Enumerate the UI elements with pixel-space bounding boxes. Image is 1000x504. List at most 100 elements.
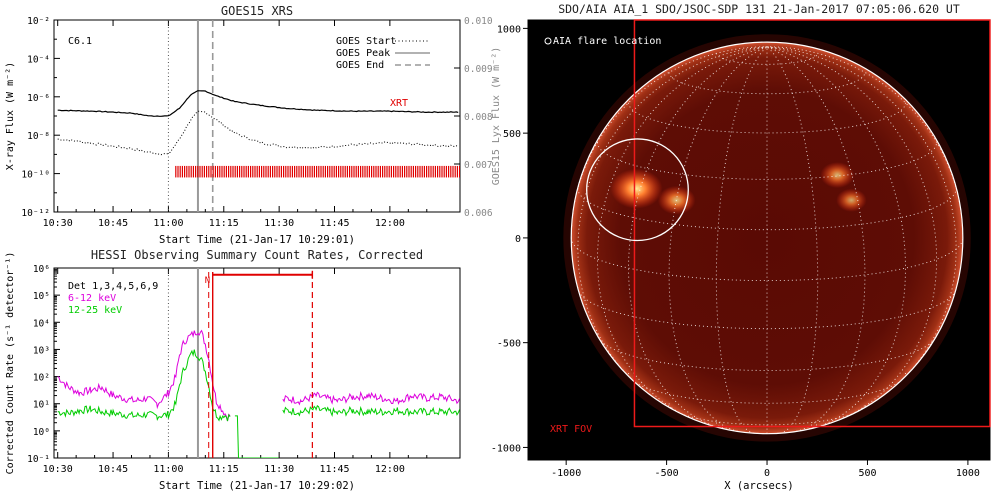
goes-x-tick-label: 11:00: [153, 218, 183, 229]
flare-location-legend-icon: [544, 37, 552, 45]
hessi-x-tick-label: 11:00: [153, 464, 183, 475]
hessi-y-tick-label: 10⁴: [33, 318, 50, 329]
active-region: [610, 168, 663, 209]
xrt-fov-box: [633, 19, 991, 428]
goes-y-tick-label: 10⁻⁸: [27, 131, 50, 142]
aia-x-tick-label: -500: [655, 468, 679, 479]
aia-y-tick-label: -1000: [491, 443, 521, 454]
hessi-x-tick-label: 10:45: [98, 464, 128, 475]
hessi-y-tick-label: 10⁻¹: [27, 454, 50, 465]
longitude-line: [571, 46, 768, 238]
goes-y2-axis: 0.010 0.009 0.008 0.007 0.006: [454, 16, 493, 219]
night-interval: [208, 270, 314, 458]
longitude-line: [577, 46, 768, 388]
aia-y-tick-label: -500: [497, 339, 521, 350]
goes-x-tick-label: 10:45: [98, 218, 128, 229]
hessi-y-tick-label: 10²: [33, 373, 50, 384]
hessi-x-tick-label: 11:15: [209, 464, 239, 475]
longitude-line: [766, 46, 906, 430]
goes-y2-tick-label: 0.008: [464, 112, 493, 123]
aia-y-tick-label: 500: [503, 129, 521, 140]
active-region: [820, 162, 855, 189]
goes-x-tick-label: 11:15: [209, 218, 239, 229]
hessi-x-tick-label: 11:30: [264, 464, 294, 475]
aia-y-axis: 1000 500 0 -500 -1000: [491, 24, 528, 454]
hessi-series: [57, 329, 460, 458]
goes-y-tick-label: 10⁻⁶: [27, 93, 50, 104]
aia-overlays: [586, 19, 991, 428]
aia-x-tick-label: 1000: [956, 468, 980, 479]
legend-12-25-kev: 12-25 keV: [68, 305, 122, 316]
hessi-y-tick-label: 10³: [33, 345, 50, 356]
aia-x-tick-label: 500: [858, 468, 876, 479]
hessi-y-tick-label: 10¹: [33, 400, 50, 411]
goes-event-lines: [167, 20, 214, 212]
legend-goes-peak: GOES Peak: [336, 48, 390, 59]
goes-plot-frame: [53, 19, 461, 213]
aia-flare-location-label: AIA flare location: [553, 36, 661, 47]
goes-y2-tick-label: 0.006: [464, 208, 493, 219]
xrt-fov-label: XRT FOV: [550, 424, 592, 435]
goes-x-tick-label: 11:30: [264, 218, 294, 229]
legend-goes-end: GOES End: [336, 60, 384, 71]
legend-detectors: Det 1,3,4,5,6,9: [68, 281, 158, 292]
goes-y2-tick-label: 0.007: [464, 160, 493, 171]
hessi-series-line-6-12kev: [57, 329, 460, 422]
aia-x-tick-label: 0: [764, 468, 770, 479]
goes-series: [57, 90, 459, 156]
goes-y2-axis-label: GOES15 Lyx Flux (W m⁻²): [491, 47, 502, 185]
aia-x-tick-label: -1000: [551, 468, 581, 479]
latitude-line: [596, 333, 938, 371]
flare-class-label: C6.1: [68, 36, 92, 47]
goes-series-line-long: [57, 90, 459, 117]
goes-xrs-panel: GOES15 XRS 10:30 10:45 11:00 11:15 11:30 11:4…: [5, 4, 502, 246]
hessi-x-axis-label: Start Time (21-Jan-17 10:29:02): [159, 480, 355, 492]
hessi-y-tick-label: 10⁶: [33, 264, 50, 275]
goes-x-axis: 10:30 10:45 11:00 11:15 11:30 11:45 12:00: [43, 20, 428, 229]
goes-y-tick-label: 10⁻¹²: [21, 208, 50, 219]
legend-6-12-kev: 6-12 keV: [68, 293, 116, 304]
goes-x-tick-label: 12:00: [375, 218, 405, 229]
hessi-legend: Det 1,3,4,5,6,9 6-12 keV 12-25 keV: [68, 281, 158, 316]
aia-image-panel: SDO/AIA AIA_1 SDO/JSOC-SDP 131 21-Jan-20…: [491, 2, 991, 492]
goes-x-tick-label: 10:30: [43, 218, 73, 229]
night-label: N: [205, 276, 210, 286]
goes-y-tick-label: 10⁻⁴: [27, 54, 50, 65]
heliographic-grid: [571, 46, 963, 434]
hessi-y-axis-label: Corrected Count Rate (s⁻¹ detector⁻¹): [5, 252, 16, 475]
aia-y-tick-label: 0: [515, 234, 521, 245]
goes-y-tick-label: 10⁻²: [27, 16, 50, 27]
legend-goes-start: GOES Start: [336, 36, 396, 47]
goes-series-line-short: [57, 110, 459, 156]
hessi-panel: HESSI Observing Summary Count Rates, Cor…: [5, 248, 461, 492]
aia-x-axis-label: X (arcsecs): [724, 480, 794, 492]
flare-location-circle: [586, 138, 689, 242]
hessi-panel-title: HESSI Observing Summary Count Rates, Cor…: [91, 248, 423, 262]
xrt-coverage-label: XRT: [390, 98, 408, 109]
hessi-x-tick-label: 10:30: [43, 464, 73, 475]
solar-disk-fill: [571, 42, 963, 434]
goes-x-tick-label: 11:45: [319, 218, 349, 229]
goes-y2-tick-label: 0.010: [464, 16, 493, 27]
aia-y-tick-label: 1000: [497, 24, 521, 35]
goes-y-axis: 10⁻² 10⁻⁴ 10⁻⁶ 10⁻⁸ 10⁻¹⁰ 10⁻¹²: [21, 16, 60, 219]
goes-y-axis-label: X-ray Flux (W m⁻²): [5, 62, 16, 170]
hessi-x-axis: 10:30 10:45 11:00 11:15 11:30 11:45 12:00: [43, 268, 428, 475]
active-region: [836, 188, 867, 212]
hessi-y-tick-label: 10⁵: [33, 291, 50, 302]
goes-y-tick-label: 10⁻¹⁰: [21, 170, 50, 181]
hessi-y-axis: 10⁶ 10⁵ 10⁴ 10³ 10² 10¹ 10⁰ 10⁻¹: [27, 264, 60, 465]
hessi-event-lines: [167, 268, 199, 458]
longitude-line: [766, 46, 963, 238]
goes-y2-tick-label: 0.009: [464, 64, 493, 75]
hessi-y-tick-label: 10⁰: [33, 427, 50, 438]
xrt-coverage-bar: [175, 165, 460, 178]
longitude-line: [766, 46, 957, 388]
goes-legend: GOES Start GOES Peak GOES End: [336, 36, 430, 71]
hessi-x-tick-label: 11:45: [319, 464, 349, 475]
longitude-line: [628, 46, 768, 430]
aia-panel-title: SDO/AIA AIA_1 SDO/JSOC-SDP 131 21-Jan-20…: [558, 2, 960, 16]
goes-x-axis-label: Start Time (21-Jan-17 10:29:01): [159, 234, 355, 246]
